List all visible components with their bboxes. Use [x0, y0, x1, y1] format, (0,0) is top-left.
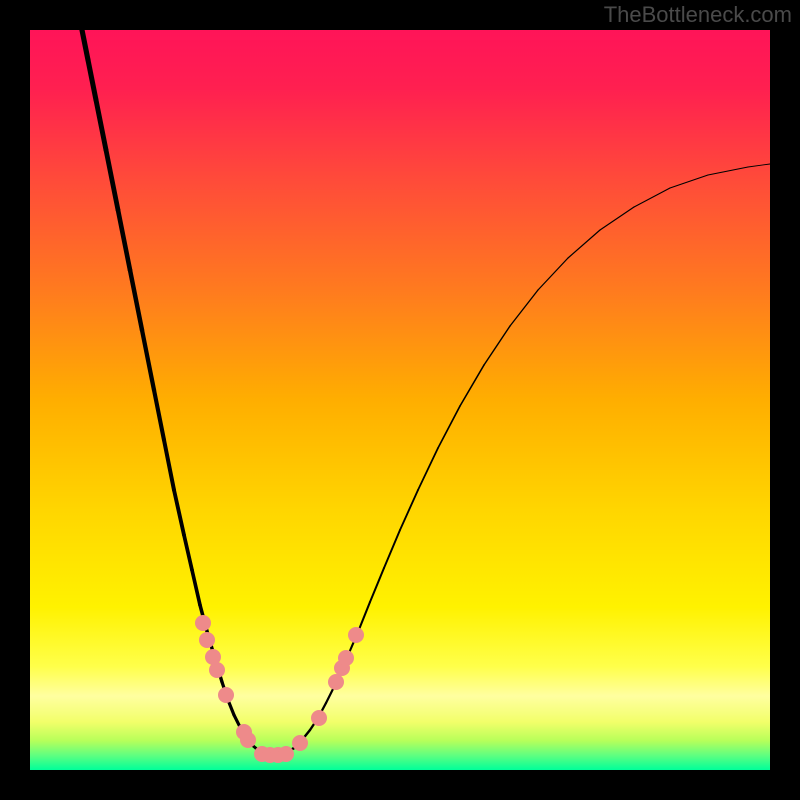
- curve-marker: [218, 687, 234, 703]
- curve-marker: [240, 732, 256, 748]
- curve-marker: [311, 710, 327, 726]
- curve-marker: [199, 632, 215, 648]
- curve-marker: [195, 615, 211, 631]
- curve-marker: [348, 627, 364, 643]
- bottleneck-curve-chart: [30, 30, 770, 770]
- curve-marker: [338, 650, 354, 666]
- curve-marker: [278, 746, 294, 762]
- curve-marker: [209, 662, 225, 678]
- curve-marker: [328, 674, 344, 690]
- curve-marker: [292, 735, 308, 751]
- chart-background: [30, 30, 770, 770]
- watermark-text: TheBottleneck.com: [604, 2, 792, 28]
- chart-container: [30, 30, 770, 770]
